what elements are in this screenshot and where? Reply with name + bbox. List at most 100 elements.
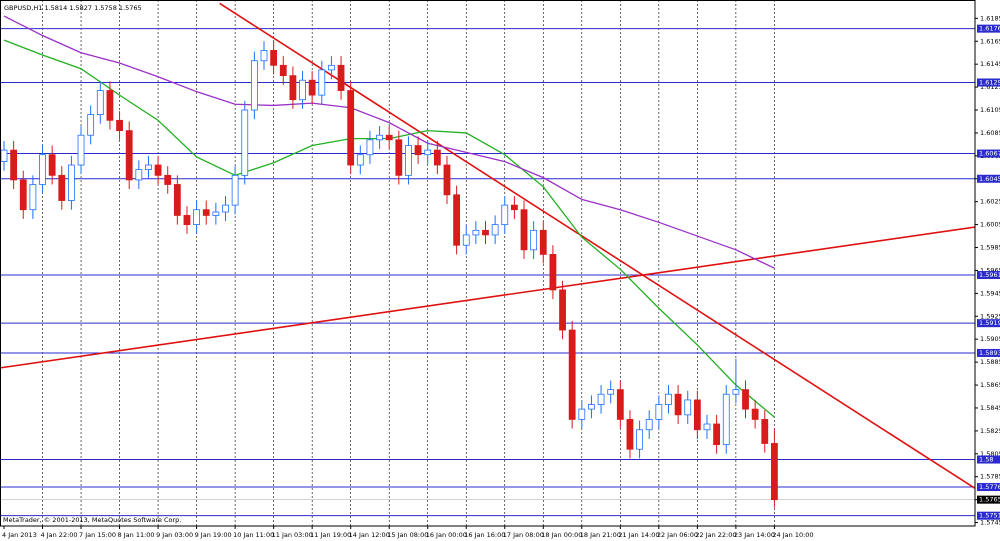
x-tick-label: 18 Jan 21:00 [580,531,621,539]
candle-body [173,184,181,216]
y-tick-label: 1.5905 [980,335,1000,343]
x-tick-label: 23 Jan 14:00 [734,531,775,539]
candle-body [405,145,412,176]
y-tick-label: 1.5885 [980,358,1000,366]
candle-body [289,75,297,101]
y-tick-label: 1.5785 [980,473,1000,481]
y-tick-label: 1.5945 [980,289,1000,297]
candle-body [684,399,692,416]
candle-body [193,209,201,226]
candle-body [116,119,123,132]
candle-body [539,229,547,255]
candle-body [472,229,480,236]
candle-body [693,399,701,431]
candle-body [29,184,37,211]
x-tick-label: 10 Jan 11:00 [233,531,274,539]
candle-body [202,209,210,216]
candle-body [520,209,528,251]
x-tick-label: 8 Jan 11:00 [118,531,155,539]
x-tick-label: 22 Jan 22:00 [695,531,736,539]
y-tick-label: 1.5845 [980,404,1000,412]
trend-line [0,226,975,369]
candle-body [443,164,451,196]
candle-body [742,389,749,410]
footer: MetaTrader, © 2001-2013, MetaQuotes Soft… [3,516,181,524]
x-tick-label: 4 Jan 22:00 [41,531,78,539]
candle-body [77,134,85,166]
candle-body [597,393,605,405]
price-level-label: 1.6045 [979,175,1000,183]
candle-body [39,154,46,185]
x-tick-label: 15 Jan 08:00 [387,531,428,539]
candle-body [0,149,8,162]
bid-box [977,495,1000,504]
x-tick-label: 21 Jan 14:00 [618,531,659,539]
x-tick-label: 4 Jan 2013 [2,531,37,539]
candle-body [626,419,634,450]
candle-body [299,79,306,101]
candle-body [665,393,672,405]
candle-body [19,179,27,211]
candle-body [732,389,740,395]
x-tick-label: 16 Jan 16:00 [464,531,505,539]
y-tick-label: 1.5865 [980,381,1000,389]
y-tick-label: 1.6085 [980,129,1000,137]
candle-body [703,423,711,431]
candle-body [260,50,268,62]
y-tick-label: 1.5985 [980,244,1000,252]
candle-body [713,423,721,446]
price-level-label: 1.5751 [979,512,1000,520]
candle-body [645,419,653,431]
candle-body [607,389,615,395]
y-tick-label: 1.5925 [980,312,1000,320]
bid-label: 1.5765 [979,496,1000,504]
candle-body [279,64,287,77]
candle-body [270,50,278,66]
candle-body [347,90,355,166]
candle-body [510,204,518,211]
candle-body [414,145,422,156]
price-level-box [977,483,1000,492]
price-level-label: 1.58 [979,456,993,464]
candle-body [578,408,586,420]
price-level-box [977,149,1000,158]
price-level-box [977,348,1000,357]
candle-body [250,60,258,111]
x-tick-label: 11 Jan 03:00 [272,531,313,539]
x-tick-label: 14 Jan 12:00 [349,531,390,539]
candle-body [462,234,470,246]
candle-body [568,329,576,420]
x-tick-label: 9 Jan 03:00 [156,531,193,539]
price-level-box [977,511,1000,520]
candle-body [530,229,538,251]
candle-body [318,69,326,96]
candle-body [453,194,461,246]
candle-body [482,229,489,236]
y-tick-label: 1.5825 [980,427,1000,435]
candle-body [366,139,374,156]
x-tick-label: 22 Jan 06:00 [657,531,698,539]
axes: 1.6185 1.6165 1.6145 1.6125 1.6105 1.6085 1.60… [2,14,1000,539]
candle-body [356,154,364,166]
candle-body [10,149,18,181]
moving-average [3,15,775,269]
y-tick-label: 1.6165 [980,37,1000,45]
candle-body [559,289,566,331]
candle-body [588,404,595,410]
candle-body [433,149,441,166]
candle-body [48,154,56,176]
candle-body [328,64,335,71]
candle-body [674,393,682,416]
candle-body [761,419,769,444]
plot-area [0,2,975,517]
candle-body [222,204,229,213]
y-tick-label: 1.6005 [980,221,1000,229]
price-level-box [977,24,1000,33]
y-tick-label: 1.6185 [980,14,1000,22]
candle-body [308,79,316,96]
candle-body [106,90,114,121]
x-tick-label: 17 Jan 08:00 [503,531,544,539]
